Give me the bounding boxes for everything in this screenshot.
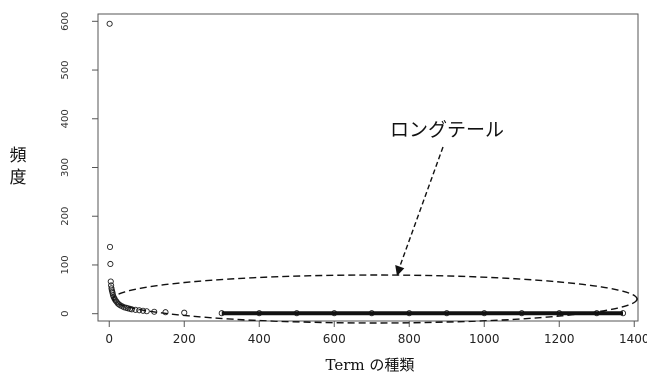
data-point [162,309,169,316]
x-tick-label: 1000 [469,332,500,346]
plot-frame [97,13,639,322]
data-point [132,306,139,313]
data-point [106,20,113,27]
y-tick-label: 200 [60,207,71,226]
data-point [106,243,114,250]
x-axis-label: Term の種類 [326,356,415,374]
y-tick-label: 300 [60,158,71,177]
data-points [106,20,627,317]
data-point [107,260,114,268]
x-tick-label: 1200 [544,332,575,346]
x-tick-label: 1400 [619,332,647,346]
arrow-head-icon [395,265,405,276]
y-tick-label: 600 [60,12,71,31]
x-axis: 0 200 400 600 800 1000 1200 1400 [105,321,647,346]
annotation-label: ロングテール [390,119,504,141]
y-axis-label-char: 度 [10,168,27,188]
data-point [143,308,150,315]
long-tail-ellipse [112,274,638,324]
annotation-arrow [399,146,444,267]
x-tick-label: 600 [323,332,346,346]
x-tick-label: 400 [248,332,271,346]
y-axis-label-char: 頻 [10,146,27,166]
y-axis-label: 頻 度 [10,146,27,188]
y-axis: 0 100 200 300 400 500 600 [60,12,98,317]
x-tick-label: 0 [105,332,113,346]
y-tick-label: 0 [60,311,71,317]
data-point [107,278,114,285]
data-point [181,309,188,316]
y-tick-label: 100 [60,255,71,274]
x-tick-label: 200 [173,332,196,346]
x-tick-label: 800 [398,332,421,346]
y-tick-label: 500 [60,60,71,79]
data-point [128,306,135,313]
y-tick-label: 400 [60,109,71,128]
